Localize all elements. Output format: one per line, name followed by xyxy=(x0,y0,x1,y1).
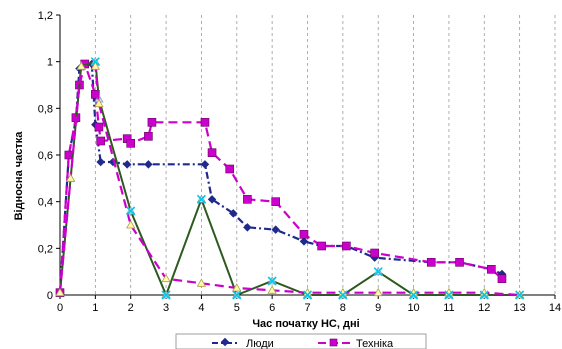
data-point xyxy=(243,195,252,204)
y-tick-label: 0,6 xyxy=(38,150,53,162)
data-point xyxy=(196,278,207,287)
data-point xyxy=(342,241,351,251)
x-axis-label: Час початку НС, дні xyxy=(252,318,359,330)
data-point xyxy=(267,276,277,286)
data-point xyxy=(76,61,86,70)
x-tick-label: 13 xyxy=(514,302,526,314)
x-tick-label: 8 xyxy=(340,302,346,314)
series-3 xyxy=(55,61,525,299)
x-tick-label: 0 xyxy=(57,302,63,314)
data-point xyxy=(55,287,65,297)
grid xyxy=(94,15,556,295)
x-tick-label: 9 xyxy=(375,302,381,314)
data-point xyxy=(196,194,206,204)
data-point xyxy=(302,290,313,300)
data-point xyxy=(144,132,153,141)
data-point xyxy=(479,290,489,300)
y-tick-label: 0,8 xyxy=(38,103,53,115)
data-point xyxy=(122,160,132,169)
data-point xyxy=(487,265,496,274)
data-point xyxy=(96,136,105,146)
x-tick-label: 4 xyxy=(198,302,204,314)
data-point xyxy=(455,258,464,267)
legend-label-people: Люди xyxy=(246,338,274,349)
legend-marker-equipment xyxy=(329,338,338,347)
data-point xyxy=(497,274,507,283)
data-point xyxy=(207,195,217,204)
data-point xyxy=(299,230,309,239)
x-tick-label: 1 xyxy=(92,302,98,314)
data-point xyxy=(271,225,280,234)
data-point xyxy=(243,223,252,232)
data-point xyxy=(373,287,383,297)
data-point xyxy=(200,160,210,169)
data-point xyxy=(299,237,309,246)
legend-marker-people xyxy=(220,337,230,347)
data-point xyxy=(271,197,280,206)
data-point xyxy=(426,258,436,267)
data-point xyxy=(232,283,242,292)
data-point xyxy=(90,57,100,67)
series xyxy=(55,56,525,300)
data-point xyxy=(161,290,171,300)
y-tick-label: 0 xyxy=(47,290,53,302)
x-tick-label: 7 xyxy=(304,302,310,314)
legend-box xyxy=(175,333,427,349)
y-axis-label: Відносна частка xyxy=(13,131,25,221)
data-point xyxy=(144,160,153,169)
data-point xyxy=(126,139,136,148)
data-point xyxy=(373,267,383,277)
x-tick-label: 5 xyxy=(234,302,240,314)
x-tick-label: 11 xyxy=(443,302,454,314)
data-point xyxy=(232,290,242,300)
data-point xyxy=(200,118,210,127)
legend: Люди Техніка xyxy=(175,333,427,349)
data-point xyxy=(94,98,104,108)
x-tick-label: 14 xyxy=(549,302,561,314)
x-tick-label: 12 xyxy=(478,302,490,314)
data-point xyxy=(126,220,136,229)
data-point xyxy=(317,241,326,251)
data-point xyxy=(65,173,76,182)
data-point xyxy=(409,290,419,300)
data-point xyxy=(90,61,101,70)
y-tick-label: 0,4 xyxy=(38,197,53,209)
data-point xyxy=(96,157,105,167)
x-tick-label: 3 xyxy=(163,302,169,314)
y-tick-label: 1,2 xyxy=(38,10,53,22)
x-tick-label: 6 xyxy=(269,302,275,314)
x-tick-label: 10 xyxy=(407,302,419,314)
data-point xyxy=(207,148,217,157)
data-point xyxy=(267,285,277,294)
data-point xyxy=(94,122,104,132)
y-tick-label: 0,2 xyxy=(38,243,53,255)
data-point xyxy=(370,248,379,258)
data-point xyxy=(338,290,348,300)
data-point xyxy=(161,273,171,283)
series-4 xyxy=(90,57,525,300)
legend-label-equipment: Техніка xyxy=(356,338,394,349)
data-point xyxy=(126,206,136,216)
data-point xyxy=(147,118,157,127)
data-point xyxy=(444,290,454,300)
data-point xyxy=(229,209,238,218)
x-tick-label: 2 xyxy=(128,302,134,314)
data-point xyxy=(515,290,525,300)
data-point xyxy=(225,164,235,174)
y-tick-label: 1 xyxy=(47,57,53,69)
